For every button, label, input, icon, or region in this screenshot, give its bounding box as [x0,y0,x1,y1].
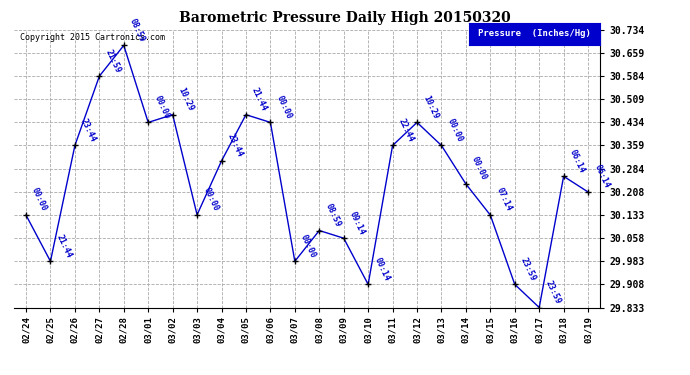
Text: 00:00: 00:00 [275,94,293,120]
Text: 00:00: 00:00 [446,117,464,143]
Text: 06:14: 06:14 [568,148,586,174]
Text: 00:00: 00:00 [299,232,317,259]
Text: 00:00: 00:00 [30,186,49,213]
Text: 00:00: 00:00 [152,94,171,120]
Text: 00:14: 00:14 [373,256,391,282]
Text: 23:44: 23:44 [226,132,244,159]
Text: 22:44: 22:44 [397,117,415,143]
Text: 08:59: 08:59 [324,202,342,228]
Text: 23:44: 23:44 [79,117,98,143]
Text: 00:00: 00:00 [470,155,489,182]
Text: 07:14: 07:14 [495,186,513,213]
Text: 00:00: 00:00 [201,186,220,213]
Text: 21:44: 21:44 [250,86,269,112]
Text: 08:59: 08:59 [128,17,147,43]
Text: 10:29: 10:29 [177,86,195,112]
Text: 21:59: 21:59 [104,48,122,74]
Text: 21:44: 21:44 [55,232,73,259]
Text: 23:59: 23:59 [543,279,562,305]
Text: Pressure  (Inches/Hg): Pressure (Inches/Hg) [478,29,591,38]
Text: 10:29: 10:29 [421,94,440,120]
Text: 06:14: 06:14 [592,164,611,190]
Text: Barometric Pressure Daily High 20150320: Barometric Pressure Daily High 20150320 [179,11,511,25]
Text: 09:14: 09:14 [348,210,366,236]
Text: 23:59: 23:59 [519,256,538,282]
Text: Copyright 2015 Cartronics.com: Copyright 2015 Cartronics.com [19,33,165,42]
